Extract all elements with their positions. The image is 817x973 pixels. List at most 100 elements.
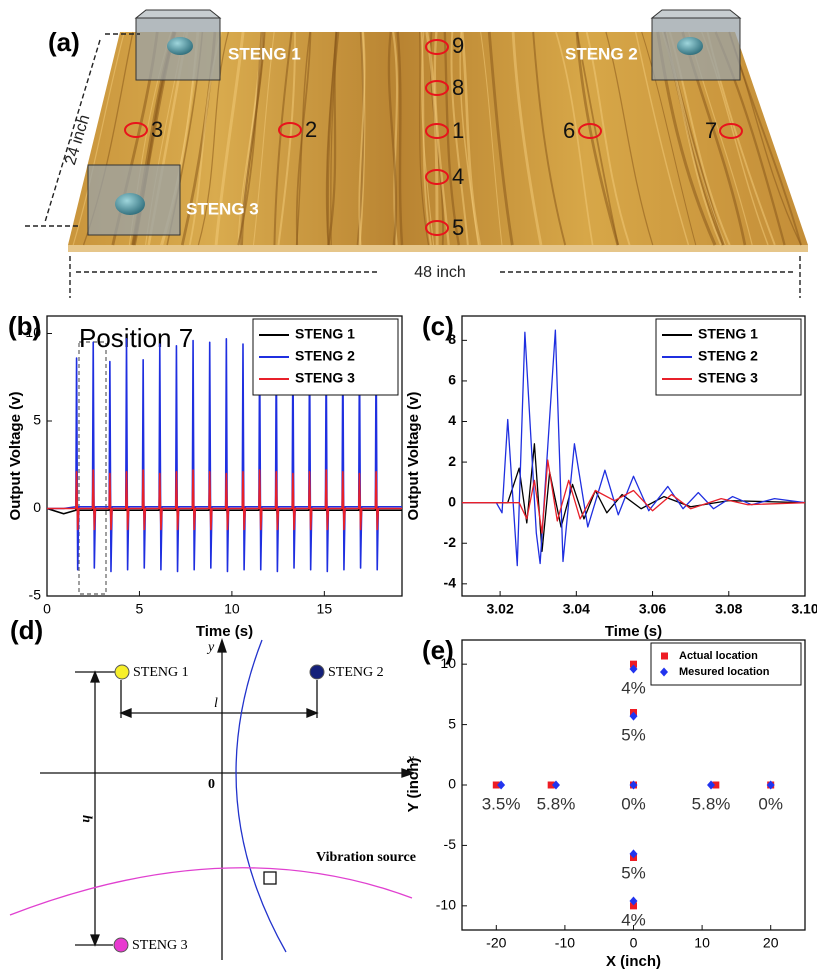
series-line: [462, 443, 806, 553]
y-tick-label: 10: [25, 324, 41, 340]
y-tick-label: -10: [436, 897, 456, 913]
point: [492, 781, 500, 789]
steng-box: [87, 164, 181, 236]
x-axis-label: Time (s): [196, 623, 253, 640]
error-label: 3.5%: [482, 794, 521, 813]
error-label: 5.8%: [537, 794, 576, 813]
grain-line: [511, 31, 543, 246]
x-tick-label: 10: [224, 601, 240, 617]
x-tick-label: 20: [763, 935, 779, 951]
legend-label: STENG 3: [698, 370, 758, 386]
grain-line: [252, 31, 275, 246]
y-tick-label: 0: [33, 499, 41, 515]
series-line: [47, 337, 402, 573]
position-label: 1: [452, 118, 464, 143]
series-line: [462, 459, 806, 534]
legend-label: STENG 2: [295, 348, 355, 364]
grain-line: [277, 31, 296, 246]
legend-label: STENG 2: [698, 348, 758, 364]
series-line: [462, 329, 806, 567]
device-label: STENG 2: [565, 44, 638, 63]
grain-line: [396, 31, 404, 246]
y-tick-label: -5: [29, 587, 42, 603]
width-label: 48 inch: [414, 264, 466, 281]
point: [629, 711, 638, 721]
point: [630, 902, 637, 910]
series-line: [46, 502, 402, 517]
board-edge: [68, 245, 808, 252]
error-label: 5%: [621, 863, 646, 882]
grain-line: [330, 31, 340, 246]
y-tick-label: 4: [448, 412, 456, 428]
series-line: [47, 469, 402, 531]
steng-box: [650, 9, 742, 81]
y-tick-label: 0: [448, 493, 456, 509]
x-tick-label: 0: [630, 935, 638, 951]
legend-label: STENG 1: [295, 326, 355, 342]
y-tick-label: 0: [448, 776, 456, 792]
y-tick-label: 10: [440, 655, 456, 671]
error-label: 4%: [621, 678, 646, 697]
grain-line: [532, 31, 567, 246]
grain-line: [327, 31, 338, 246]
panel-label: (d): [10, 615, 43, 645]
position-label: 3: [151, 117, 163, 142]
grain-line: [72, 31, 125, 246]
y-axis-label: Y (inch): [405, 758, 422, 813]
panel-label: (b): [8, 311, 41, 341]
device-label: STENG 3: [186, 199, 259, 218]
grain-line: [358, 31, 366, 246]
grain-line: [197, 31, 229, 246]
grain-line: [555, 31, 594, 246]
point: [712, 781, 720, 789]
plot-frame: [46, 315, 403, 597]
y-axis-label: Output Voltage (v): [7, 392, 24, 521]
panel-label: (e): [422, 635, 454, 665]
y-tick-label: -4: [444, 575, 457, 591]
position-label: 9: [452, 33, 464, 58]
y-axis-label: Output Voltage (v): [405, 392, 422, 521]
position-label: 5: [452, 215, 464, 240]
grain-line: [575, 31, 620, 246]
point: [630, 660, 637, 668]
point: [629, 896, 638, 906]
chart-title: Position 7: [79, 323, 193, 353]
grain-line: [237, 31, 263, 246]
point: [551, 780, 560, 790]
x-tick-label: 3.04: [563, 601, 590, 617]
grain-line: [450, 31, 469, 246]
grain-line: [387, 31, 398, 246]
legend-label: STENG 3: [295, 370, 355, 386]
y-tick-label: 5: [448, 715, 456, 731]
coordinate-diagram: [9, 637, 417, 960]
node-label: STENG 2: [328, 665, 384, 680]
error-label: 0%: [621, 794, 646, 813]
point: [497, 780, 506, 790]
panel-label: (a): [48, 27, 80, 57]
legend-swatch: [660, 667, 668, 677]
position-label: 6: [563, 118, 575, 143]
grain-line: [214, 31, 245, 246]
position-label: 4: [452, 164, 464, 189]
axis-label: y: [206, 640, 215, 655]
point: [766, 780, 775, 790]
error-label: 4%: [621, 910, 646, 929]
grain-line: [443, 31, 460, 246]
error-label: 5%: [621, 726, 646, 745]
steng-box: [134, 9, 222, 81]
sensor-node: [113, 937, 129, 953]
height-label: h: [79, 815, 94, 823]
x-axis-label: X (inch): [606, 953, 661, 970]
node-label: STENG 3: [132, 938, 188, 953]
grain-line: [273, 31, 293, 246]
grain-line: [460, 31, 482, 246]
x-tick-label: -10: [555, 935, 575, 951]
x-tick-label: 0: [43, 601, 51, 617]
grain-line: [480, 31, 503, 246]
y-tick-label: -5: [444, 836, 457, 852]
x-tick-label: 3.06: [639, 601, 666, 617]
depth-label: 24 inch: [62, 113, 93, 167]
spacing-label: l: [214, 696, 218, 711]
error-label: 0%: [758, 794, 783, 813]
legend-label: STENG 1: [698, 326, 758, 342]
